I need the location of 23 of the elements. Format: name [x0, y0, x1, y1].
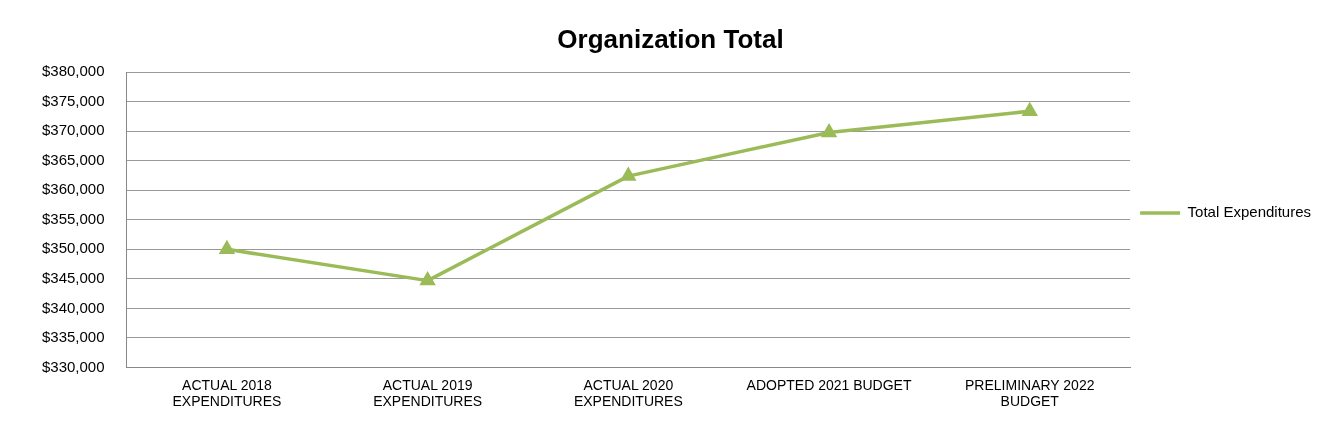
x-tick-label: ACTUAL 2020 EXPENDITURES [573, 376, 683, 410]
point [1022, 103, 1037, 116]
x-tick-label: ADOPTED 2021 BUDGET [746, 376, 912, 393]
x-tick-label: ACTUAL 2018 EXPENDITURES [172, 376, 282, 410]
point [621, 168, 636, 181]
point [218, 239, 235, 255]
x-tick-label: ACTUAL 2019 EXPENDITURES [373, 376, 483, 410]
y-tick-label: $335,000 [41, 328, 105, 346]
y-tick-label: $380,000 [41, 62, 105, 80]
y-tick-label: $365,000 [41, 150, 105, 168]
y-tick-label: $370,000 [41, 121, 105, 139]
y-tick-label: $375,000 [41, 91, 105, 109]
y-tick-label: $355,000 [41, 209, 105, 227]
legend-label: Total Expenditures [1187, 203, 1311, 221]
y-tick-label: $345,000 [41, 268, 105, 286]
y-tick-label: $360,000 [41, 180, 105, 198]
y-tick-label: $340,000 [41, 298, 105, 316]
point [420, 272, 435, 286]
y-tick-label: $350,000 [41, 239, 105, 257]
point [822, 124, 836, 138]
x-tick-label: PRELIMINARY 2022 BUDGET [965, 376, 1095, 410]
y-tick-label: $330,000 [41, 357, 105, 375]
chart-title: Organization Total [557, 23, 784, 54]
